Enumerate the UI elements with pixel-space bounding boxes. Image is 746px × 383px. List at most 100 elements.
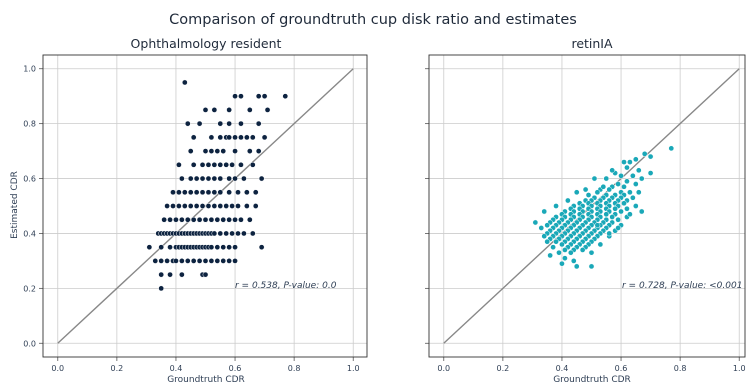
scatter-point [208,244,215,251]
scatter-point [597,241,604,248]
scatter-point [202,107,209,113]
scatter-point [615,216,621,223]
scatter-point [238,134,244,141]
scatter-point [217,134,224,141]
scatter-point [205,189,212,196]
scatter-point [232,134,238,141]
scatter-point [544,222,551,229]
correlation-annotation: r = 0.538, P-value: 0.0 [235,281,337,291]
scatter-point [208,134,215,141]
scatter-point [181,79,188,86]
scatter-point [632,181,639,187]
scatter-point [249,134,256,141]
scatter-point [179,175,185,182]
scatter-point [246,107,253,113]
scatter-point [252,203,259,209]
scatter-point [226,216,232,223]
scatter-point [176,203,182,209]
scatter-point [565,197,571,204]
scatter-point [641,150,648,157]
scatter-point [220,216,227,223]
scatter-point [190,134,197,141]
scatter-point [214,216,221,223]
scatter-point [255,93,262,100]
scatter-point [532,219,539,226]
scatter-point [217,203,224,209]
scatter-points [146,79,289,292]
scatter-point [226,189,232,196]
scatter-point [258,244,265,251]
identity-line [57,68,354,344]
scatter-point [238,120,244,127]
scatter-point [261,93,268,100]
scatter-point [170,203,176,209]
scatter-point [176,189,182,196]
scatter-point [647,153,654,160]
scatter-point [176,161,182,168]
scatter-point [258,175,265,182]
scatter-point [638,208,645,215]
scatter-point [164,258,170,264]
scatter-point [553,238,559,245]
scatter-point [152,258,159,264]
scatter-point [229,230,235,237]
scatter-point [603,211,610,218]
scatter-point [559,260,565,267]
scatter-point [179,271,185,278]
scatter-point [618,172,624,179]
scatter-point [624,205,630,212]
scatter-point [202,258,209,264]
scatter-point [196,216,203,223]
scatter-point [582,186,589,193]
scatter-point [187,175,194,182]
scatter-point [208,148,215,154]
scatter-point [208,258,215,264]
scatter-point [205,161,212,168]
scatter-point [220,148,227,154]
scatter-point [235,189,241,196]
scatter-point [184,258,191,264]
scatter-point [261,134,268,141]
scatter-point [158,244,165,251]
scatter-point [541,208,548,215]
scatter-point [232,244,238,251]
scatter-point [547,252,553,259]
scatter-point [573,263,580,270]
scatter-point [146,244,153,251]
x-tick-label: 0.4 [170,364,183,373]
x-tick-label: 1.0 [733,364,746,373]
scatter-point [559,241,565,248]
scatter-point [193,203,200,209]
scatter-point [627,211,633,218]
scatter-point [179,258,185,264]
scatter-point [226,175,232,182]
scatter-point [181,203,188,209]
scatter-point [255,148,262,154]
figure-title: Comparison of groundtruth cup disk ratio… [169,12,577,28]
scatter-point [211,161,218,168]
x-tick-label: 0.2 [110,364,123,373]
scatter-point [193,189,200,196]
scatter-point [630,194,636,201]
scatter-point [190,161,197,168]
scatter-point [612,205,618,212]
scatter-point [246,148,253,154]
scatter-point [214,148,221,154]
scatter-point [249,230,256,237]
scatter-point [199,189,206,196]
panel-title: Ophthalmology resident [131,36,282,51]
scatter-point [158,285,165,292]
scatter-point [184,120,191,127]
scatter-point [229,203,235,209]
scatter-point [220,258,227,264]
scatter-point [223,161,230,168]
scatter-point [609,167,616,174]
scatter-point [556,249,562,256]
scatter-point [579,247,586,253]
scatter-point [184,216,191,223]
scatter-point [223,203,230,209]
x-tick-label: 0.8 [674,364,687,373]
correlation-annotation: r = 0.728, P-value: <0.001 [622,281,742,291]
scatter-point [544,238,551,245]
